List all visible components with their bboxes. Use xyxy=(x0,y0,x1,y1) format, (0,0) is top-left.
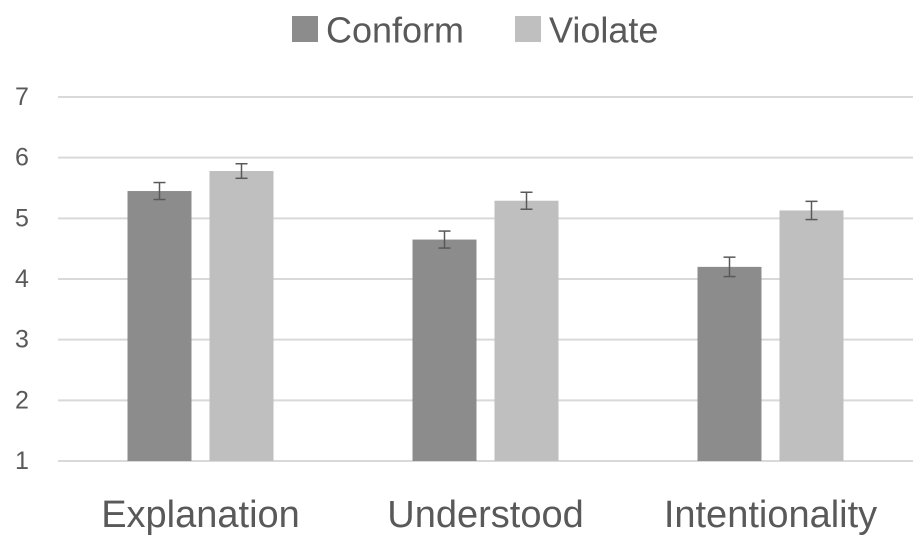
y-tick-label-5: 5 xyxy=(15,204,29,232)
y-axis: 1 2 3 4 5 6 7 xyxy=(15,83,29,475)
x-category-label-explanation: Explanation xyxy=(101,494,300,535)
bar-intentionality-conform xyxy=(697,266,762,461)
legend-swatch-violate xyxy=(515,16,541,42)
y-tick-label-7: 7 xyxy=(15,83,29,111)
y-tick-label-3: 3 xyxy=(15,326,29,354)
legend-swatch-conform xyxy=(292,16,318,42)
legend-label-violate: Violate xyxy=(549,10,658,51)
error-bar-explanation-violate xyxy=(235,162,248,180)
x-category-label-intentionality: Intentionality xyxy=(664,494,877,535)
error-bar-understood-violate xyxy=(520,191,533,210)
legend-item-violate: Violate xyxy=(515,10,658,51)
bar-understood-conform xyxy=(412,239,477,461)
gridlines xyxy=(58,96,913,462)
y-tick-label-4: 4 xyxy=(15,265,29,293)
x-category-label-understood: Understood xyxy=(387,494,583,535)
legend: Conform Violate xyxy=(292,10,658,51)
y-tick-label-6: 6 xyxy=(15,144,29,172)
error-bar-intentionality-conform xyxy=(723,256,736,278)
bar-intentionality-violate xyxy=(779,210,844,461)
bar-understood-violate xyxy=(494,200,559,462)
x-axis: Explanation Understood Intentionality xyxy=(101,494,877,535)
bar-explanation-conform xyxy=(127,191,192,462)
error-bars-layer xyxy=(153,162,818,278)
legend-label-conform: Conform xyxy=(326,10,464,51)
error-bar-understood-conform xyxy=(438,230,451,249)
error-bar-explanation-conform xyxy=(153,181,166,201)
y-tick-label-1: 1 xyxy=(15,447,29,475)
bar-explanation-violate xyxy=(209,171,274,461)
error-bar-intentionality-violate xyxy=(805,200,818,221)
bars-layer xyxy=(127,171,844,462)
y-tick-label-2: 2 xyxy=(15,386,29,414)
legend-item-conform: Conform xyxy=(292,10,464,51)
